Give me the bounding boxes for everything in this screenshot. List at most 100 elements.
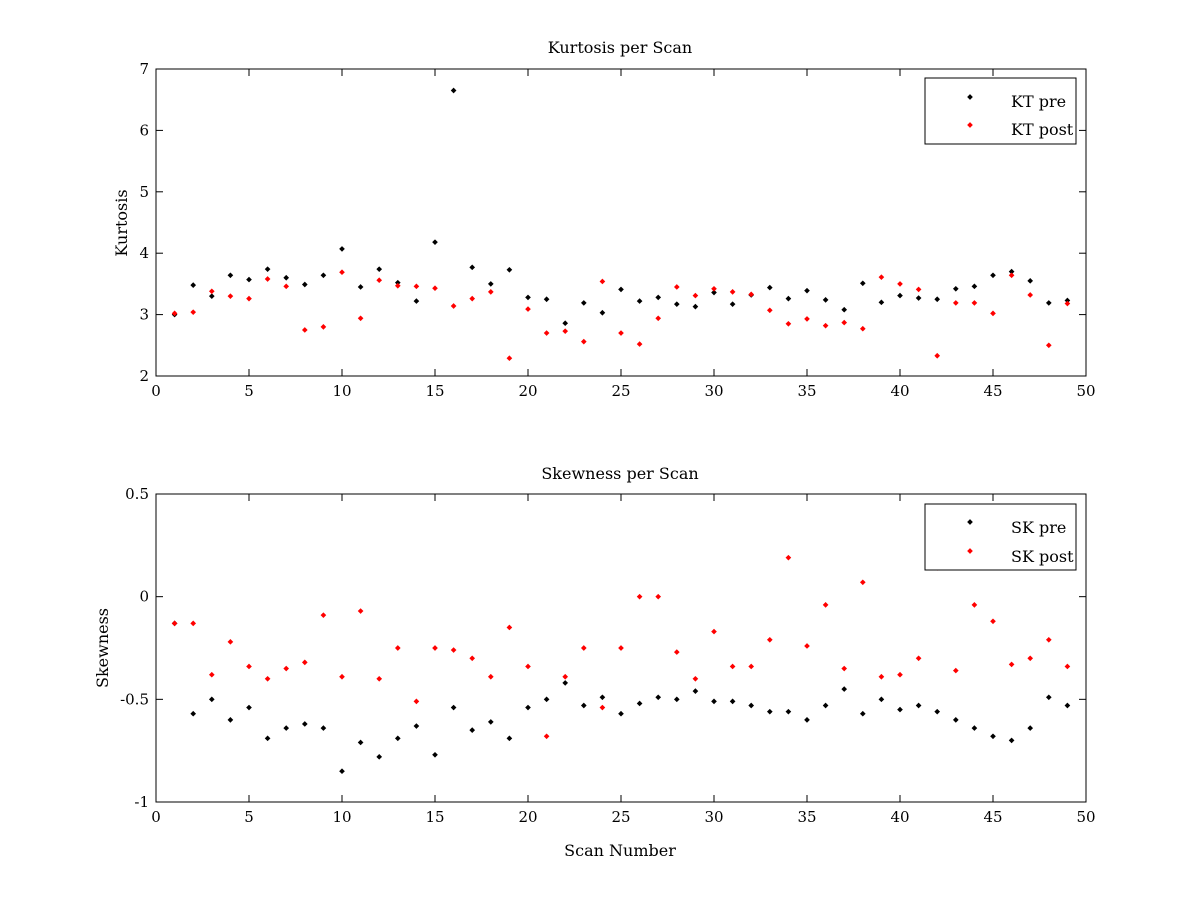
legend-marker-kt-pre [967, 94, 973, 100]
kurtosis-points [171, 87, 1071, 362]
data-point-kt-post [618, 330, 624, 336]
data-point-sk-post [655, 593, 662, 600]
skewness-y-tick-label: 0 [139, 588, 149, 606]
kurtosis-legend: KT pre KT post [924, 77, 1077, 145]
kurtosis-x-tick-label: 30 [704, 382, 723, 400]
skewness-plot: Skewness per Scan 0 5 10 15 20 25 30 35 40 45 50 -1… [93, 464, 1096, 860]
data-point-kt-post [990, 310, 996, 317]
data-point-kt-post [190, 309, 197, 315]
data-point-kt-post [952, 300, 959, 306]
data-point-kt-pre [971, 283, 978, 290]
data-point-sk-post [785, 554, 792, 561]
data-point-kt-pre [376, 266, 383, 272]
legend-label-kt-pre: KT pre [1011, 92, 1066, 111]
data-point-kt-pre [915, 295, 922, 301]
data-point-sk-post [469, 655, 476, 662]
skewness-y-tick-label: -1 [134, 793, 149, 811]
skewness-ticks: 0 5 10 15 20 25 30 35 40 45 50 -1 -0.5 0 0.5 [120, 485, 1095, 826]
skewness-x-tick-label: 15 [425, 808, 444, 826]
skewness-x-tick-label: 30 [704, 808, 723, 826]
data-point-sk-pre [859, 710, 866, 717]
data-point-kt-pre [841, 306, 848, 313]
kurtosis-plot-title: Kurtosis per Scan [548, 38, 692, 57]
skewness-x-tick-label: 0 [151, 808, 161, 826]
skewness-plot-title: Skewness per Scan [541, 464, 698, 483]
data-point-kt-post [413, 283, 420, 290]
data-point-sk-post [432, 645, 438, 651]
data-point-kt-pre [525, 294, 531, 301]
data-point-sk-post [264, 675, 271, 682]
data-point-sk-post [822, 602, 829, 608]
data-point-kt-post [320, 324, 327, 330]
kurtosis-x-tick-label: 50 [1076, 382, 1095, 400]
data-point-kt-pre [506, 266, 513, 273]
data-point-sk-pre [655, 694, 662, 701]
data-point-sk-pre [506, 735, 513, 742]
data-point-sk-post [729, 663, 736, 670]
data-point-kt-post [841, 319, 848, 326]
data-point-sk-pre [580, 702, 587, 709]
data-point-sk-pre [246, 704, 252, 711]
data-point-sk-pre [283, 725, 290, 731]
data-point-sk-post [636, 593, 643, 600]
data-point-sk-post [1045, 636, 1052, 643]
data-point-sk-pre [1064, 702, 1071, 709]
data-point-kt-post [394, 282, 401, 289]
data-point-kt-post [171, 310, 178, 317]
data-point-kt-pre [357, 284, 364, 290]
data-point-kt-pre [692, 303, 699, 310]
data-point-sk-post [952, 667, 959, 674]
data-point-kt-post [748, 291, 755, 298]
data-point-kt-pre [785, 295, 792, 302]
data-point-kt-post [636, 341, 643, 347]
data-point-sk-pre [711, 698, 717, 705]
data-point-sk-post [599, 704, 606, 711]
kurtosis-legend-box [924, 77, 1077, 145]
kurtosis-x-tick-label: 40 [890, 382, 909, 400]
data-point-sk-pre [766, 708, 773, 715]
data-point-kt-post [580, 338, 587, 345]
data-point-kt-pre [766, 284, 773, 291]
data-point-sk-post [804, 643, 810, 649]
data-point-sk-post [878, 673, 885, 680]
data-point-kt-post [655, 315, 662, 322]
kurtosis-y-tick-label: 6 [139, 121, 149, 139]
data-point-kt-pre [432, 239, 438, 245]
kurtosis-plot: Kurtosis per Scan 0 5 10 15 20 25 30 35 40 45 5023… [112, 38, 1096, 400]
data-point-kt-pre [227, 272, 234, 279]
data-point-kt-post [283, 283, 290, 290]
data-point-kt-post [729, 289, 736, 295]
data-point-sk-post [915, 655, 922, 662]
data-point-sk-pre [208, 696, 215, 703]
data-point-kt-pre [934, 296, 941, 303]
data-point-kt-pre [320, 272, 327, 279]
skewness-legend: SK pre SK post [924, 503, 1077, 571]
data-point-sk-pre [618, 710, 624, 717]
kurtosis-y-tick-label: 3 [139, 306, 149, 324]
legend-label-kt-post: KT post [1011, 120, 1074, 139]
data-point-sk-pre [599, 694, 606, 701]
data-point-sk-pre [525, 704, 531, 711]
skewness-x-tick-label: 5 [244, 808, 254, 826]
data-point-kt-pre [655, 294, 662, 301]
data-point-sk-post [506, 624, 513, 631]
data-point-sk-pre [562, 680, 569, 686]
data-point-kt-post [562, 328, 569, 335]
data-point-sk-pre [1027, 725, 1034, 731]
data-point-sk-post [320, 612, 327, 618]
data-point-sk-post [766, 636, 773, 643]
data-point-sk-pre [804, 717, 810, 723]
data-point-kt-pre [599, 309, 606, 316]
data-point-kt-post [1045, 342, 1052, 349]
data-point-sk-pre [952, 717, 959, 723]
data-point-kt-post [450, 303, 457, 309]
data-point-kt-pre [487, 281, 494, 287]
skewness-x-tick-label: 25 [611, 808, 630, 826]
data-point-sk-pre [934, 708, 941, 715]
data-point-kt-pre [413, 298, 420, 304]
legend-label-sk-post: SK post [1011, 547, 1074, 566]
data-point-kt-pre [952, 285, 959, 292]
data-point-sk-pre [543, 696, 550, 703]
data-point-kt-post [376, 277, 383, 284]
